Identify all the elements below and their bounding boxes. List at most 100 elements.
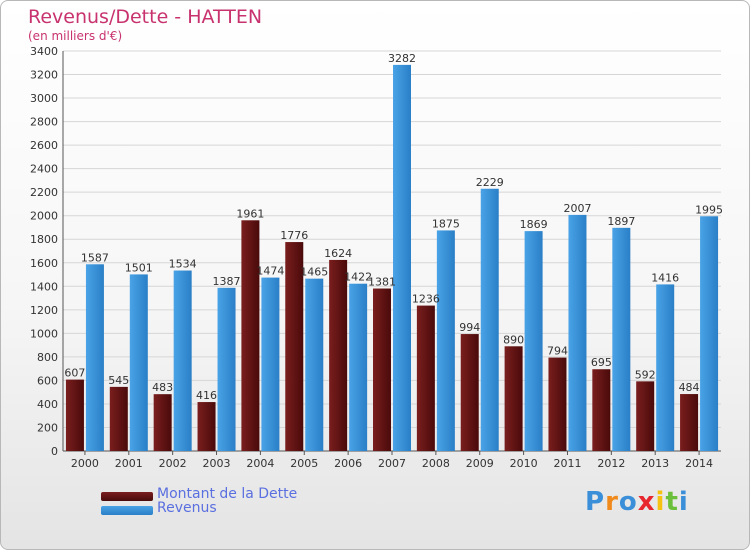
legend-label-debt: Montant de la Dette xyxy=(157,486,298,502)
data-label-revenue-2000: 1587 xyxy=(81,251,109,264)
y-tick-label: 1200 xyxy=(30,304,58,317)
bar-debt-2001 xyxy=(109,386,128,451)
y-tick-label: 400 xyxy=(37,398,58,411)
bar-debt-2007 xyxy=(373,288,391,451)
data-label-debt-2006: 1624 xyxy=(324,247,352,260)
y-tick-label: 1800 xyxy=(30,233,58,246)
data-label-debt-2011: 794 xyxy=(547,345,568,358)
x-tick-label: 2004 xyxy=(246,457,274,470)
data-label-debt-2013: 592 xyxy=(635,368,656,381)
logo-letter: r xyxy=(605,487,619,517)
bar-debt-2006 xyxy=(329,259,348,451)
data-label-revenue-2011: 2007 xyxy=(563,202,591,215)
bar-revenue-2006 xyxy=(349,283,368,451)
y-tick-label: 600 xyxy=(37,374,58,387)
bar-debt-2005 xyxy=(285,242,304,451)
x-tick-label: 2001 xyxy=(115,457,143,470)
data-label-revenue-2002: 1534 xyxy=(169,258,197,271)
legend-swatch-debt xyxy=(101,492,153,501)
bar-revenue-2012 xyxy=(612,227,631,451)
y-tick-label: 3200 xyxy=(30,69,58,82)
data-label-revenue-2014: 1995 xyxy=(695,203,723,216)
bar-revenue-2004 xyxy=(261,277,280,451)
data-label-debt-2001: 545 xyxy=(108,374,129,387)
x-tick-label: 2003 xyxy=(203,457,231,470)
y-tick-label: 1400 xyxy=(30,280,58,293)
bar-debt-2000 xyxy=(65,379,84,451)
x-tick-label: 2006 xyxy=(334,457,362,470)
legend-label-revenue: Revenus xyxy=(157,500,217,516)
x-tick-label: 2014 xyxy=(685,457,713,470)
logo-letter: x xyxy=(637,487,656,517)
logo-letter: i xyxy=(678,487,689,517)
y-tick-label: 2000 xyxy=(30,210,58,223)
data-label-debt-2005: 1776 xyxy=(280,229,308,242)
data-label-debt-2012: 695 xyxy=(591,356,612,369)
bar-debt-2003 xyxy=(197,402,216,451)
logo-letter: o xyxy=(618,487,638,517)
x-tick-label: 2011 xyxy=(553,457,581,470)
bar-debt-2012 xyxy=(592,369,611,451)
x-tick-label: 2008 xyxy=(422,457,450,470)
y-tick-label: 0 xyxy=(51,445,58,458)
bar-revenue-2001 xyxy=(129,274,148,451)
bar-revenue-2000 xyxy=(85,264,104,451)
bar-debt-2011 xyxy=(548,357,567,451)
y-tick-label: 1000 xyxy=(30,327,58,340)
bar-revenue-2008 xyxy=(436,230,455,451)
y-tick-label: 3000 xyxy=(30,92,58,105)
data-label-debt-2014: 484 xyxy=(679,381,700,394)
y-tick-label: 2800 xyxy=(30,116,58,129)
data-label-revenue-2009: 2229 xyxy=(476,176,504,189)
data-label-debt-2010: 890 xyxy=(503,333,524,346)
y-tick-label: 2200 xyxy=(30,186,58,199)
x-tick-label: 2005 xyxy=(290,457,318,470)
logo-letter: i xyxy=(655,487,666,517)
y-tick-label: 2400 xyxy=(30,163,58,176)
data-label-debt-2009: 994 xyxy=(459,321,480,334)
data-label-revenue-2006: 1422 xyxy=(344,271,372,284)
bar-revenue-2010 xyxy=(524,231,543,451)
data-label-revenue-2001: 1501 xyxy=(125,261,153,274)
bar-debt-2009 xyxy=(460,334,479,451)
data-label-debt-2002: 483 xyxy=(152,381,173,394)
bar-revenue-2009 xyxy=(480,188,499,451)
logo-letter: t xyxy=(665,487,679,517)
x-tick-label: 2002 xyxy=(159,457,187,470)
data-label-revenue-2004: 1474 xyxy=(256,265,284,278)
bar-debt-2014 xyxy=(680,394,699,451)
x-tick-label: 2009 xyxy=(466,457,494,470)
legend-swatch-revenue xyxy=(101,506,153,515)
chart-subtitle: (en milliers d'€) xyxy=(28,29,123,43)
logo-letter: P xyxy=(585,487,606,517)
x-tick-label: 2010 xyxy=(510,457,538,470)
bar-debt-2002 xyxy=(153,394,172,451)
bar-revenue-2014 xyxy=(700,216,719,451)
data-label-revenue-2003: 1387 xyxy=(213,275,241,288)
bar-revenue-2002 xyxy=(173,270,192,451)
data-label-revenue-2005: 1465 xyxy=(300,266,328,279)
x-tick-label: 2007 xyxy=(378,457,406,470)
chart-title: Revenus/Dette - HATTEN xyxy=(28,6,263,28)
data-label-revenue-2012: 1897 xyxy=(607,215,635,228)
y-tick-label: 2600 xyxy=(30,139,58,152)
data-label-revenue-2010: 1869 xyxy=(520,218,548,231)
y-tick-label: 200 xyxy=(37,421,58,434)
x-tick-label: 2012 xyxy=(597,457,625,470)
y-tick-label: 3400 xyxy=(30,45,58,58)
y-tick-label: 1600 xyxy=(30,257,58,270)
bar-debt-2010 xyxy=(504,346,523,451)
data-label-debt-2007: 1381 xyxy=(368,276,396,289)
data-label-revenue-2013: 1416 xyxy=(651,271,679,284)
data-label-debt-2008: 1236 xyxy=(412,293,440,306)
bar-revenue-2011 xyxy=(568,214,587,451)
bar-revenue-2007 xyxy=(393,64,411,451)
data-label-revenue-2008: 1875 xyxy=(432,217,460,230)
bar-revenue-2003 xyxy=(217,287,236,451)
bar-debt-2004 xyxy=(241,220,260,451)
proxiti-logo: Proxiti xyxy=(585,487,689,517)
bar-revenue-2005 xyxy=(305,278,324,451)
data-label-revenue-2007: 3282 xyxy=(388,52,416,65)
